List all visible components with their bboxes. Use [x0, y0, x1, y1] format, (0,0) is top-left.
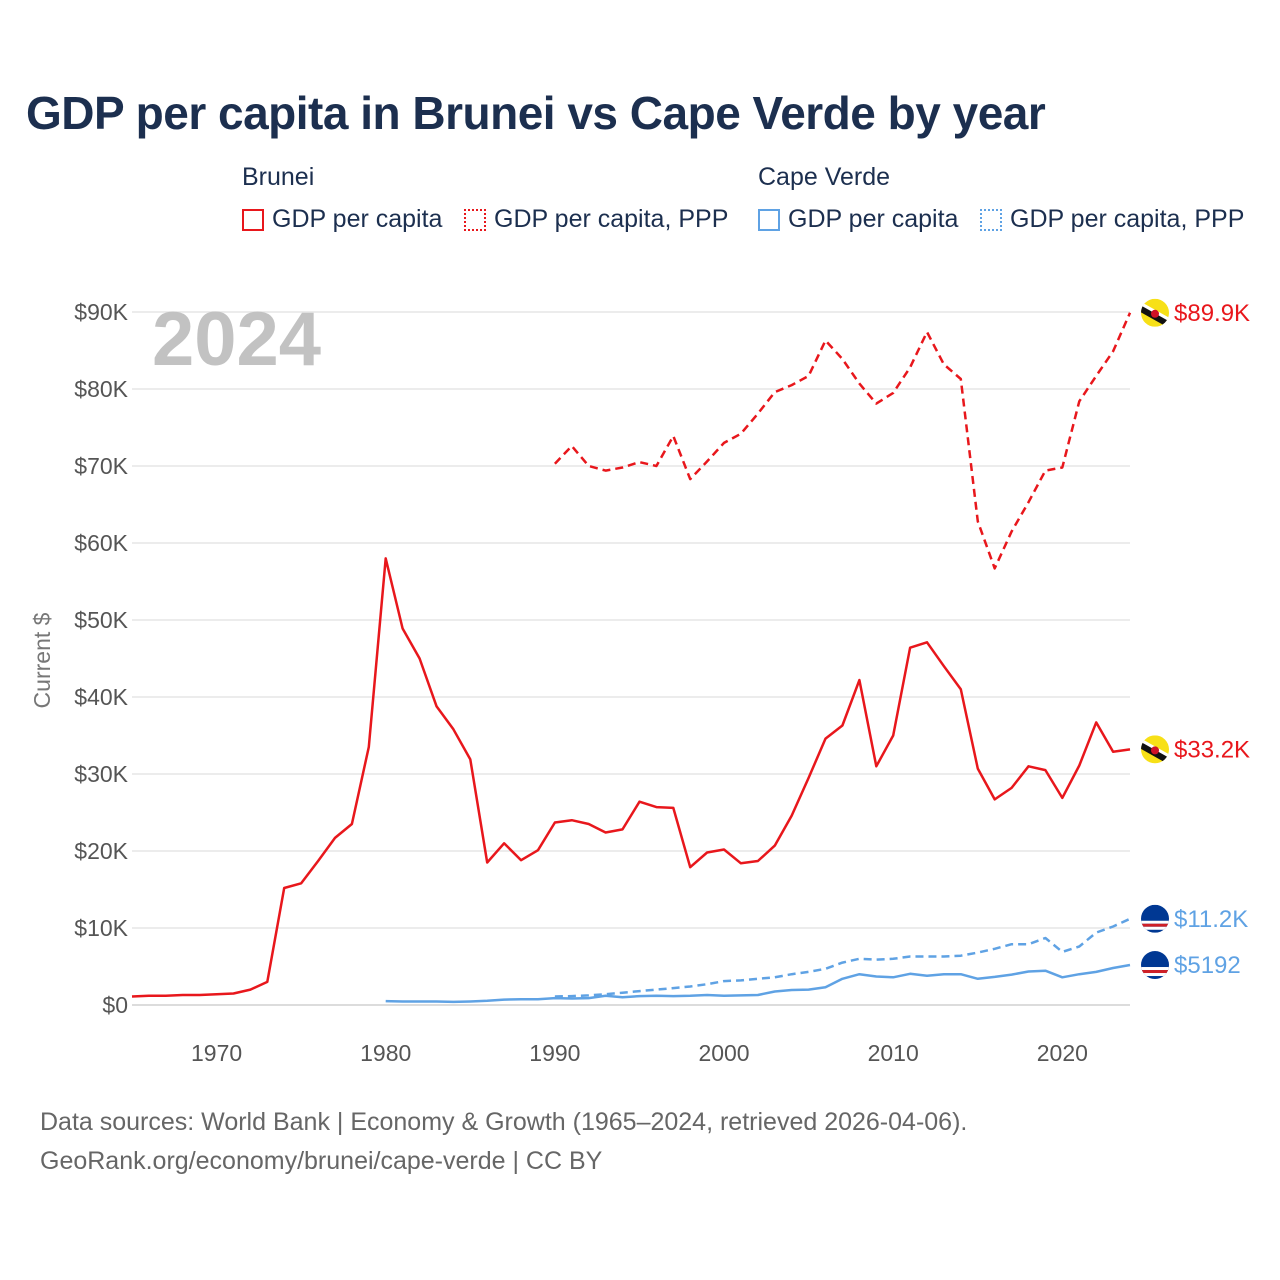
x-tick-label: 1990	[529, 1040, 580, 1066]
legend-swatch-solid-blue	[758, 208, 780, 231]
legend-group-brunei: Brunei	[242, 163, 315, 191]
flag-body	[1141, 298, 1169, 327]
x-tick-label: 1980	[360, 1040, 411, 1066]
series-end-label: $33.2K	[1174, 736, 1250, 763]
y-tick-label: $20K	[74, 838, 128, 864]
year-watermark: 2024	[152, 297, 322, 382]
legend-swatch-dotted-blue	[980, 208, 1002, 231]
legend-label: GDP per capita	[788, 205, 959, 233]
brunei-flag-icon	[1141, 735, 1169, 764]
flag-emblem	[1151, 309, 1159, 318]
series-line-brunei-gdp-per-capita-ppp	[553, 312, 1132, 570]
legend-label: GDP per capita, PPP	[1010, 205, 1245, 233]
series-end-label: $5192	[1174, 952, 1241, 979]
legend-group-cape-verde: Cape Verde	[758, 163, 891, 191]
brunei-flag-icon	[1141, 298, 1169, 327]
series-end-label: $11.2K	[1174, 906, 1248, 933]
y-tick-label: $50K	[74, 607, 128, 633]
series-end-label: $89.9K	[1174, 300, 1250, 327]
legend-item-cape-verde-gdp-ppp[interactable]: GDP per capita, PPP	[980, 205, 1244, 234]
x-tick-label: 2000	[698, 1040, 749, 1066]
legend-item-brunei-gdp-ppp[interactable]: GDP per capita, PPP	[464, 205, 728, 234]
y-tick-label: $80K	[74, 376, 128, 402]
flag-body	[1141, 735, 1169, 764]
source-line-2: GeoRank.org/economy/brunei/cape-verde | …	[40, 1147, 603, 1175]
legend-swatch-dotted-red	[464, 208, 486, 231]
y-tick-label: $70K	[74, 453, 128, 479]
flag-stripe-white	[1141, 920, 1169, 924]
y-tick-label: $90K	[74, 299, 128, 325]
series-line-cape-verde-gdp-per-capita-ppp	[554, 917, 1131, 998]
cape-verde-flag-icon	[1141, 904, 1169, 933]
legend-label: GDP per capita, PPP	[494, 205, 729, 233]
y-tick-label: $0	[102, 992, 128, 1018]
flag-body	[1141, 904, 1169, 933]
legend-label: GDP per capita	[272, 205, 443, 233]
series-line-brunei-gdp-per-capita	[131, 557, 1131, 998]
flag-stripe-white	[1141, 967, 1169, 971]
flag-body	[1141, 951, 1169, 980]
chart-title: GDP per capita in Brunei vs Cape Verde b…	[26, 87, 1046, 139]
x-tick-label: 1970	[191, 1040, 242, 1066]
cape-verde-flag-icon	[1141, 951, 1169, 980]
flag-stripe-red	[1141, 970, 1169, 974]
y-tick-label: $30K	[74, 761, 128, 787]
source-line-1: Data sources: World Bank | Economy & Gro…	[40, 1108, 968, 1136]
legend-item-cape-verde-gdp[interactable]: GDP per capita	[758, 205, 958, 234]
x-tick-label: 2010	[868, 1040, 919, 1066]
legend-item-brunei-gdp[interactable]: GDP per capita	[242, 205, 442, 234]
series-line-cape-verde-gdp-per-capita	[385, 963, 1131, 1004]
flag-stripe-white	[1141, 926, 1169, 930]
flag-stripe-red	[1141, 923, 1169, 927]
y-axis-label: Current $	[29, 612, 55, 708]
legend-swatch-solid-red	[242, 208, 264, 231]
flag-emblem	[1151, 746, 1159, 755]
y-tick-label: $40K	[74, 684, 128, 710]
y-tick-label: $10K	[74, 915, 128, 941]
y-tick-label: $60K	[74, 530, 128, 556]
flag-stripe-white	[1141, 973, 1169, 977]
x-tick-label: 2020	[1037, 1040, 1088, 1066]
